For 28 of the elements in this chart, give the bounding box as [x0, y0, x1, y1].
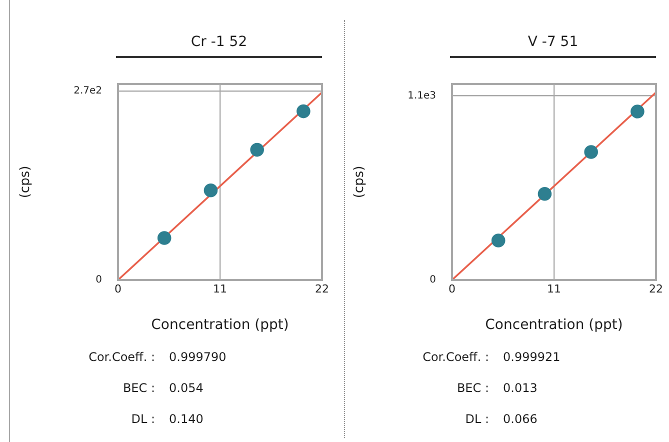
point — [491, 234, 506, 248]
point — [584, 145, 598, 159]
x-tick-label: 0 — [114, 282, 122, 296]
text: Cor.Coeff. : 0.999790 — [88, 350, 226, 366]
point — [630, 104, 644, 118]
x-tick-label: 11 — [213, 282, 227, 296]
x-tick-label: 22 — [649, 282, 663, 296]
text: BEC : 0.013 — [456, 381, 538, 397]
point — [296, 104, 310, 118]
chart-title: Cr -1 52 — [116, 34, 322, 58]
x-axis-title: Concentration (ppt) — [150, 317, 290, 333]
point — [250, 142, 264, 157]
text: DL : 0.140 — [130, 412, 204, 428]
text: DL : 0.066 — [464, 412, 538, 428]
y-tick-label: 2.7e2 — [74, 86, 102, 97]
point — [157, 231, 172, 245]
text: Cor.Coeff. : 0.999921 — [422, 350, 560, 366]
x-axis-title: Concentration (ppt) — [484, 317, 624, 333]
y-axis-title: (cps) — [352, 166, 368, 198]
y-tick-label: 1.1e3 — [408, 90, 436, 102]
x-tick-label: 11 — [547, 282, 561, 296]
chart-title: V -7 51 — [450, 34, 656, 58]
x-tick-label: 22 — [315, 282, 329, 296]
point — [538, 186, 552, 201]
text: BEC : 0.054 — [122, 381, 204, 397]
y-axis-title: (cps) — [18, 166, 34, 198]
point — [204, 184, 218, 198]
x-tick-label: 0 — [448, 282, 456, 296]
